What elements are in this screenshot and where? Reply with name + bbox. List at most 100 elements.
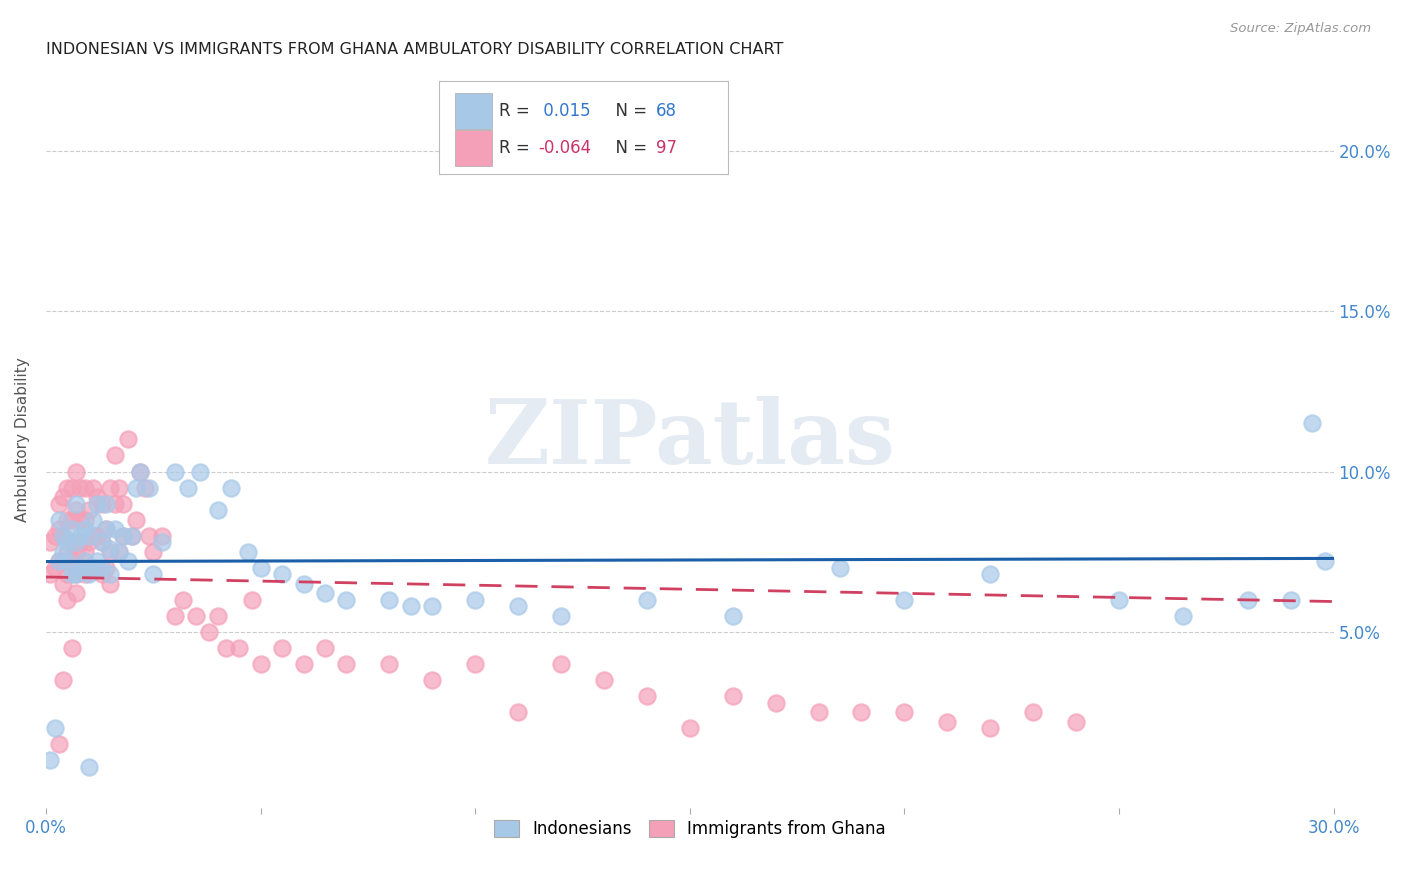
Point (60, 640, 83, 655)
Text: N =: N = (605, 102, 652, 120)
Point (90, 561, 112, 575)
Point (271, 567, 294, 582)
Point (186, 608, 208, 623)
Point (125, 481, 148, 495)
Point (82, 529, 104, 543)
Text: INDONESIAN VS IMMIGRANTS FROM GHANA AMBULATORY DISABILITY CORRELATION CHART: INDONESIAN VS IMMIGRANTS FROM GHANA AMBU… (46, 42, 783, 57)
Point (249, 657, 271, 671)
Point (52, 673, 75, 687)
Point (69, 535, 91, 549)
Point (56, 554, 79, 568)
Point (90, 567, 112, 582)
Point (893, 593, 915, 607)
Point (44, 721, 66, 735)
Point (98, 545, 121, 559)
Point (207, 503, 229, 517)
Text: -0.064: -0.064 (538, 139, 591, 157)
Point (108, 481, 131, 495)
Point (134, 481, 156, 495)
Point (65, 545, 87, 559)
Point (378, 593, 401, 607)
Point (77, 529, 100, 543)
Point (82, 513, 104, 527)
Point (292, 577, 315, 591)
Point (73, 522, 96, 536)
Point (56, 567, 79, 582)
Point (65, 535, 87, 549)
Text: ZIPatlas: ZIPatlas (485, 396, 896, 483)
Point (52, 554, 75, 568)
Point (893, 705, 915, 719)
Point (52, 529, 75, 543)
Point (190, 465, 212, 479)
Point (48, 737, 70, 751)
Point (828, 561, 851, 575)
FancyBboxPatch shape (439, 81, 728, 174)
Point (1108, 593, 1130, 607)
Point (60, 535, 83, 549)
Point (60, 513, 83, 527)
Point (90, 497, 112, 511)
Point (979, 567, 1001, 582)
Point (249, 561, 271, 575)
Point (721, 689, 744, 703)
Point (314, 586, 336, 600)
Point (65, 567, 87, 582)
FancyBboxPatch shape (456, 130, 492, 166)
Point (73, 513, 96, 527)
Point (94, 522, 117, 536)
Point (550, 657, 572, 671)
Point (142, 545, 165, 559)
Point (104, 497, 127, 511)
Point (94, 561, 117, 575)
Point (207, 608, 229, 623)
Point (94, 522, 117, 536)
Point (550, 608, 572, 623)
Point (98, 541, 121, 556)
Point (69, 513, 91, 527)
Point (86, 529, 108, 543)
Point (86, 490, 108, 504)
Point (129, 465, 152, 479)
Text: R =: R = (499, 139, 536, 157)
Point (108, 545, 131, 559)
Point (73, 554, 96, 568)
Point (112, 529, 135, 543)
Point (48, 513, 70, 527)
Point (271, 640, 294, 655)
Point (851, 705, 873, 719)
Point (69, 529, 91, 543)
Point (1064, 714, 1087, 729)
Point (56, 593, 79, 607)
Text: 0.015: 0.015 (538, 102, 591, 120)
Point (77, 535, 100, 549)
Point (73, 545, 96, 559)
Point (60, 567, 83, 582)
Point (56, 481, 79, 495)
Point (65, 497, 87, 511)
Point (98, 567, 121, 582)
Point (1301, 417, 1323, 431)
Point (104, 449, 127, 463)
Point (117, 554, 139, 568)
Point (44, 529, 66, 543)
Point (82, 481, 104, 495)
Text: N =: N = (605, 139, 652, 157)
Point (198, 624, 221, 639)
Point (807, 705, 830, 719)
Point (52, 577, 75, 591)
Point (60, 554, 83, 568)
Point (240, 593, 263, 607)
Point (52, 545, 75, 559)
Point (1279, 593, 1302, 607)
Point (104, 522, 127, 536)
Point (378, 657, 401, 671)
Point (125, 513, 148, 527)
Point (228, 640, 250, 655)
Point (464, 593, 486, 607)
Point (39, 567, 62, 582)
Text: 68: 68 (657, 102, 678, 120)
Point (48, 554, 70, 568)
Point (52, 529, 75, 543)
Point (593, 673, 616, 687)
